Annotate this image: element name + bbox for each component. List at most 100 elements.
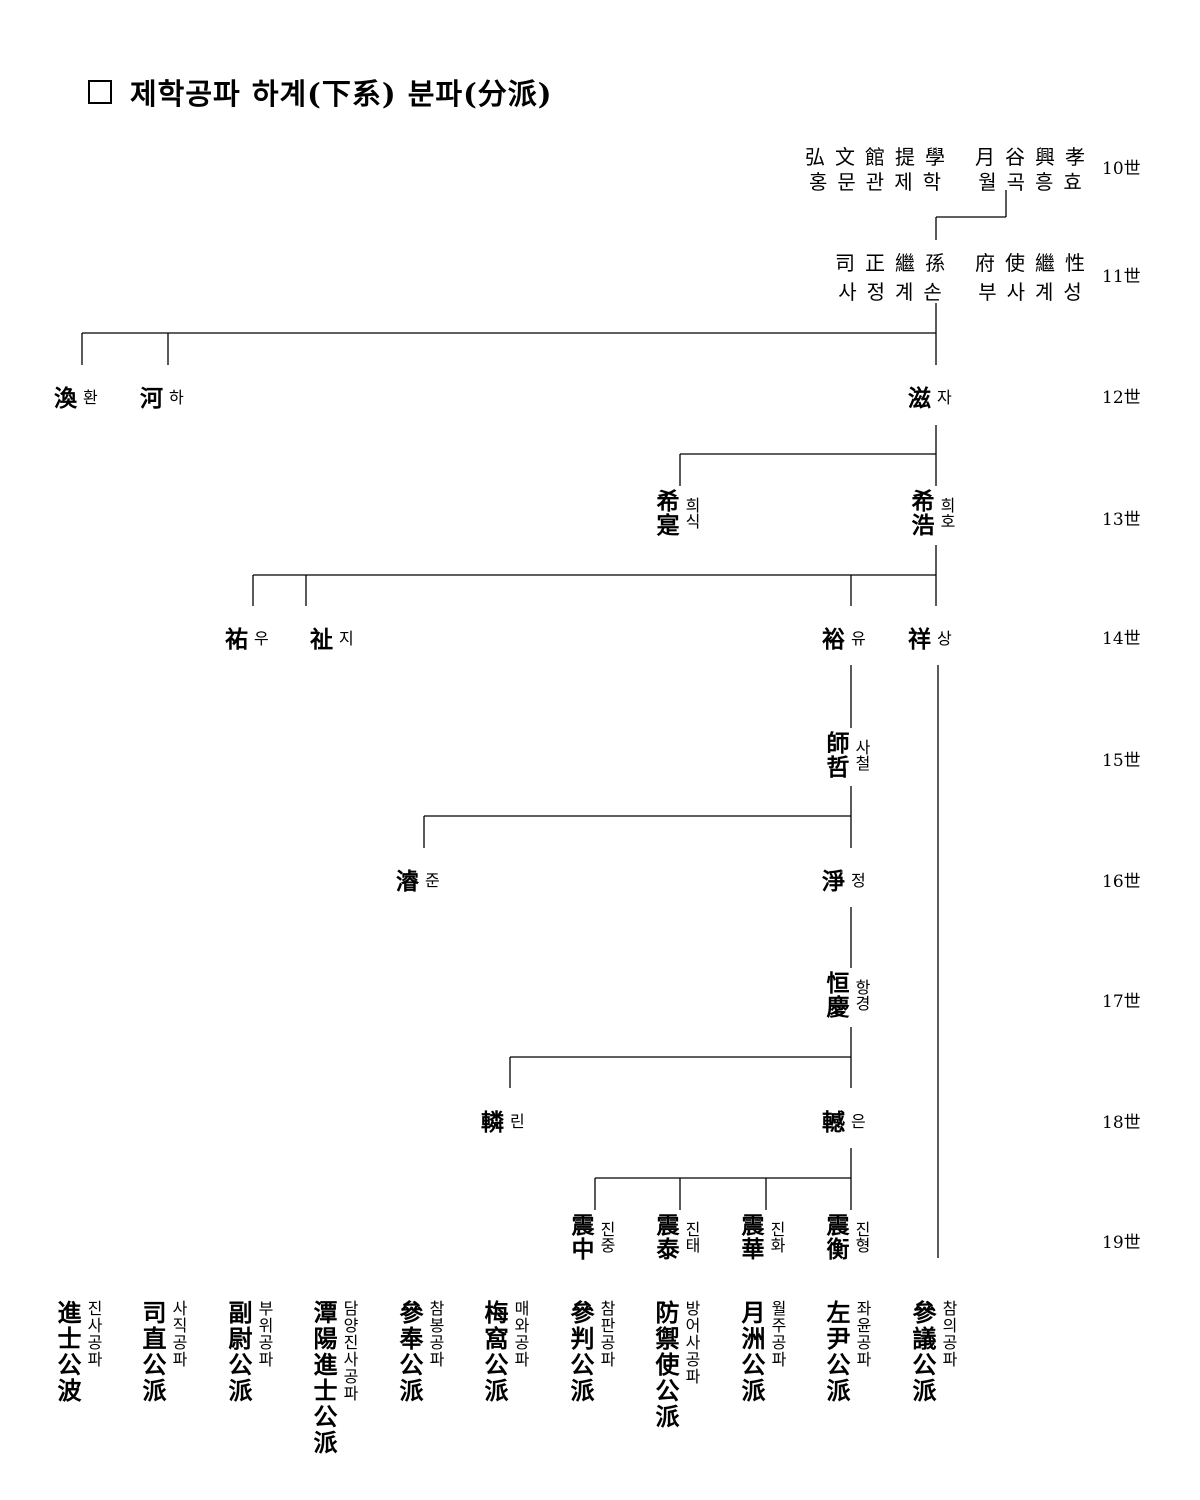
person-rin: 轔 린: [481, 1103, 525, 1137]
person-hangul: 준: [425, 871, 440, 890]
person-hanja: 河: [140, 385, 163, 412]
person-hangul: 상: [937, 629, 952, 648]
sect-hangul: 참판공파: [597, 1300, 616, 1368]
person-hangul: 유: [851, 629, 866, 648]
sect-hanja: 司直公派: [138, 1300, 167, 1404]
sect-sajik: 司直公派 사직공파: [138, 1300, 188, 1404]
sect-hanja: 參議公派: [908, 1300, 937, 1404]
generation-label: 17世: [1102, 992, 1141, 1012]
generation-label: 11世: [1102, 267, 1141, 287]
sect-hangul: 부위공파: [255, 1300, 274, 1368]
person-sacheol: 師哲 사철: [822, 731, 871, 779]
sect-hanja: 防禦使公派: [651, 1300, 680, 1430]
sect-jwayun: 左尹公派 좌윤공파: [822, 1300, 872, 1404]
sect-maewa: 梅窩公派 매와공파: [480, 1300, 530, 1404]
person-hanja: 淨: [822, 868, 845, 895]
person-sang: 祥 상: [908, 620, 952, 654]
sect-hanja: 梅窩公派: [480, 1300, 509, 1404]
title-text: 제학공파 하계(下系) 분파(分派): [130, 77, 553, 111]
person-ja: 滋 자: [908, 379, 952, 413]
person-jun: 濬 준: [396, 862, 440, 896]
checkbox-square-icon: [88, 80, 112, 104]
person-hangul: 진화: [767, 1221, 786, 1253]
sect-hangul: 참의공파: [939, 1300, 958, 1368]
sect-hangul: 좌윤공파: [853, 1300, 872, 1368]
generation-label: 18世: [1102, 1113, 1141, 1133]
person-hangul: 희호: [937, 497, 956, 529]
page-title: 제학공파 하계(下系) 분파(分派): [88, 72, 553, 112]
gen10-right-hanja: 月谷興孝: [975, 145, 1095, 169]
person-jintae: 震泰 진태: [652, 1213, 701, 1261]
sect-hangul: 사직공파: [169, 1300, 188, 1368]
person-hangul: 은: [851, 1112, 866, 1131]
sect-hanja: 月洲公派: [737, 1300, 766, 1404]
person-hangul: 우: [254, 629, 269, 648]
person-hanja: 震泰: [652, 1213, 679, 1261]
sect-hanja: 左尹公派: [822, 1300, 851, 1404]
person-hangul: 희식: [682, 497, 701, 529]
sect-wolju: 月洲公派 월주공파: [737, 1300, 787, 1404]
person-jinhwa: 震華 진화: [737, 1213, 786, 1261]
sect-chamui: 參議公派 참의공파: [908, 1300, 958, 1404]
generation-label: 13世: [1102, 510, 1141, 530]
person-jinhyeong: 震衡 진형: [822, 1213, 871, 1261]
person-hanja: 希寔: [652, 489, 679, 537]
sect-damyang-jinsa: 潭陽進士公派 담양진사공파: [309, 1300, 359, 1456]
person-hanja: 祐: [225, 626, 248, 653]
person-huiho: 希浩 희호: [907, 489, 956, 537]
person-eun: 轗 은: [822, 1103, 866, 1137]
generation-label: 10世: [1102, 159, 1141, 179]
person-hanja: 轗: [822, 1109, 845, 1136]
person-hanja: 濬: [396, 868, 419, 895]
gen11-left-hangul: 사정계손: [838, 280, 952, 304]
person-hanja: 恒慶: [822, 971, 849, 1019]
person-jinjung: 震中 진중: [567, 1213, 616, 1261]
generation-label: 15世: [1102, 751, 1141, 771]
generation-label: 19世: [1102, 1233, 1141, 1253]
person-hanja: 轔: [481, 1109, 504, 1136]
person-ha: 河 하: [140, 379, 184, 413]
sect-jinsa: 進士公波 진사공파: [53, 1300, 103, 1404]
sect-hangul: 참봉공파: [426, 1300, 445, 1368]
sect-chambong: 參奉公派 참봉공파: [395, 1300, 445, 1404]
person-hangul: 하: [169, 388, 184, 407]
person-hanja: 震華: [737, 1213, 764, 1261]
sect-hangul: 담양진사공파: [340, 1300, 359, 1402]
gen10-right-hangul: 월곡흥효: [978, 170, 1092, 194]
person-hanja: 祥: [908, 626, 931, 653]
person-huisik: 希寔 희식: [652, 489, 701, 537]
person-yu: 裕 유: [822, 620, 866, 654]
gen10-left-hangul: 홍문관제학: [809, 170, 951, 194]
person-hangul: 지: [339, 629, 354, 648]
sect-hanja: 參奉公派: [395, 1300, 424, 1404]
person-hangul: 진태: [682, 1221, 701, 1253]
sect-hangul: 매와공파: [511, 1300, 530, 1368]
person-hangul: 항경: [852, 979, 871, 1011]
person-hangul: 환: [83, 388, 98, 407]
sect-buwi: 副尉公派 부위공파: [224, 1300, 274, 1404]
sect-hanja: 副尉公派: [224, 1300, 253, 1404]
person-hanja: 震中: [567, 1213, 594, 1261]
person-hangul: 자: [937, 388, 952, 407]
gen11-left-hanja: 司正繼孫: [835, 251, 955, 275]
person-hanja: 祉: [310, 626, 333, 653]
person-ji: 祉 지: [310, 620, 354, 654]
generation-label: 14世: [1102, 629, 1141, 649]
generation-label: 12世: [1102, 388, 1141, 408]
sect-hangul: 방어사공파: [682, 1300, 701, 1385]
person-u: 祐 우: [225, 620, 269, 654]
person-hanggyeong: 恒慶 항경: [822, 971, 871, 1019]
person-hanja: 震衡: [822, 1213, 849, 1261]
sect-bangeosa: 防禦使公派 방어사공파: [651, 1300, 701, 1430]
sect-hangul: 월주공파: [768, 1300, 787, 1368]
sect-champan: 參判公派 참판공파: [566, 1300, 616, 1404]
person-hangul: 사철: [852, 739, 871, 771]
sect-hanja: 潭陽進士公派: [309, 1300, 338, 1456]
person-hanja: 裕: [822, 626, 845, 653]
sect-hanja: 進士公波: [53, 1300, 82, 1404]
person-hanja: 希浩: [907, 489, 934, 537]
person-hangul: 진형: [852, 1221, 871, 1253]
person-hanja: 師哲: [822, 731, 849, 779]
generation-label: 16世: [1102, 872, 1141, 892]
